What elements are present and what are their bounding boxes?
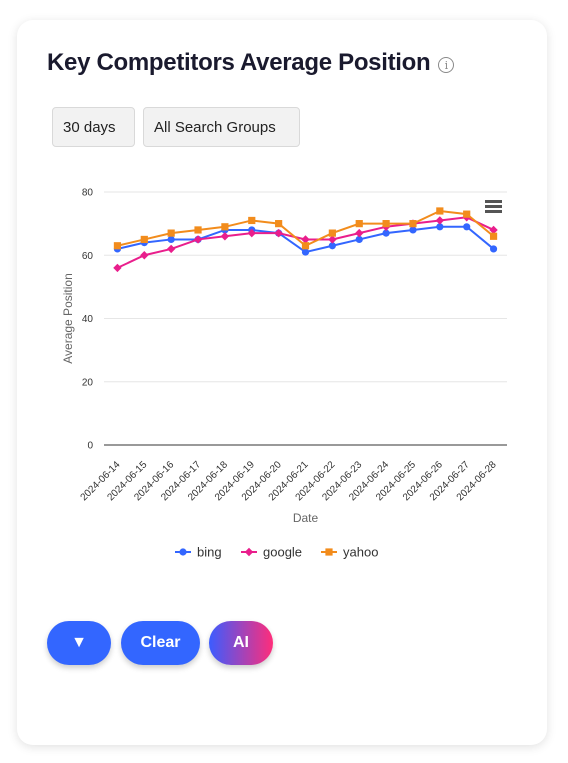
period-select[interactable]: 30 days	[52, 107, 135, 147]
title-row: Key Competitors Average Position i	[47, 49, 455, 77]
data-point-google	[140, 251, 149, 260]
clear-button-label: Clear	[140, 634, 181, 651]
data-point-yahoo	[301, 242, 310, 250]
search-group-select-value: All Search Groups	[154, 118, 276, 136]
data-point-google	[274, 228, 283, 238]
data-point-google	[247, 228, 256, 238]
menu-bar	[485, 200, 502, 203]
data-point-yahoo	[275, 220, 283, 228]
y-tick-label: 0	[87, 441, 93, 452]
ai-button-label: AI	[233, 634, 249, 651]
data-point-bing	[382, 229, 390, 237]
clear-button[interactable]: Clear	[121, 621, 200, 665]
period-select-value: 30 days	[63, 118, 116, 136]
legend-label-google: google	[263, 545, 302, 560]
info-circle-icon[interactable]: i	[438, 57, 455, 73]
search-group-select[interactable]: All Search Groups	[143, 107, 300, 147]
data-point-yahoo	[463, 210, 471, 218]
data-point-google	[193, 235, 203, 244]
data-point-yahoo	[248, 216, 256, 225]
data-point-bing	[409, 226, 417, 234]
data-point-yahoo	[221, 223, 229, 231]
data-point-yahoo	[140, 235, 148, 244]
legend-label-yahoo: yahoo	[343, 545, 378, 560]
data-point-google	[489, 225, 498, 235]
legend-label-bing: bing	[197, 545, 222, 560]
data-point-google	[113, 263, 122, 273]
y-tick-label: 40	[82, 314, 94, 325]
data-point-bing	[328, 242, 336, 250]
data-point-yahoo	[382, 220, 390, 228]
legend-marker-yahoo	[325, 548, 333, 556]
filter-button[interactable]: ▼	[47, 621, 111, 665]
data-point-bing	[167, 235, 175, 244]
y-tick-label: 60	[82, 251, 94, 262]
data-point-google	[328, 235, 337, 244]
data-point-bing	[463, 223, 471, 231]
card-title: Key Competitors Average Position	[47, 49, 431, 76]
filter-button-label: ▼	[71, 634, 87, 651]
x-axis-title: Date	[293, 511, 319, 525]
hamburger-menu-icon[interactable]	[485, 200, 502, 213]
legend-marker-google	[244, 547, 254, 557]
y-tick-label: 80	[82, 188, 94, 199]
data-point-bing	[436, 223, 444, 231]
data-point-google	[301, 235, 310, 244]
data-point-yahoo	[436, 207, 444, 215]
data-point-yahoo	[328, 229, 336, 237]
ai-button[interactable]: AI	[209, 621, 273, 665]
data-point-bing	[355, 235, 363, 244]
competitors-card: Key Competitors Average Position i 30 da…	[17, 20, 547, 745]
line-chart: 0204060802024-06-142024-06-152024-06-162…	[61, 188, 507, 560]
menu-bar	[485, 205, 502, 208]
data-point-yahoo	[355, 220, 363, 228]
menu-bar	[485, 210, 502, 213]
y-axis-title: Average Position	[61, 273, 75, 364]
data-point-google	[435, 216, 445, 225]
data-point-google	[166, 244, 176, 254]
data-point-bing	[489, 245, 498, 253]
legend-marker-bing	[179, 548, 187, 556]
data-point-google	[220, 232, 230, 241]
data-point-bing	[301, 248, 310, 256]
data-point-yahoo	[167, 229, 175, 237]
data-point-yahoo	[113, 242, 122, 250]
data-point-yahoo	[409, 220, 417, 228]
data-point-yahoo	[194, 226, 202, 234]
data-point-google	[355, 228, 364, 238]
y-tick-label: 20	[82, 377, 94, 388]
data-point-yahoo	[489, 232, 498, 240]
